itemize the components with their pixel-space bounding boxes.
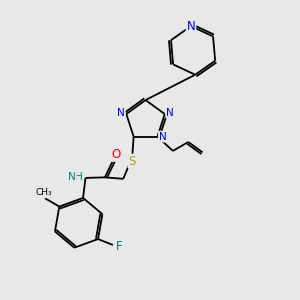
Text: N: N [117, 107, 125, 118]
Text: N: N [166, 107, 174, 118]
Text: N: N [187, 20, 195, 33]
Text: S: S [128, 154, 136, 167]
Text: CH₃: CH₃ [35, 188, 52, 197]
Text: O: O [112, 148, 121, 161]
Text: N: N [68, 172, 76, 182]
Text: N: N [159, 132, 166, 142]
Text: F: F [116, 240, 122, 253]
Text: H: H [75, 172, 83, 182]
